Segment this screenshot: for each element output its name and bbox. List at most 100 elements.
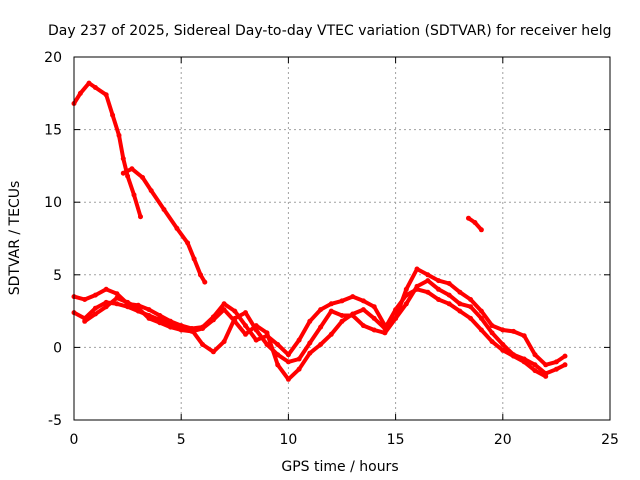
data-point <box>414 286 420 292</box>
data-point <box>221 307 227 313</box>
data-point <box>221 339 227 345</box>
plot-frame <box>73 56 611 421</box>
data-point <box>382 330 388 336</box>
data-point <box>553 359 559 365</box>
data-point <box>500 347 506 353</box>
data-point <box>296 356 302 362</box>
data-point <box>339 318 345 324</box>
data-point <box>125 173 131 179</box>
data-point <box>521 333 527 339</box>
data-point <box>116 132 122 138</box>
data-point <box>425 272 431 278</box>
y-axis-label: SDTVAR / TECUs <box>7 181 23 296</box>
data-point <box>436 278 441 284</box>
data-point <box>350 311 356 317</box>
data-point <box>371 315 377 321</box>
data-point <box>393 307 399 313</box>
data-point <box>403 292 409 298</box>
data-point <box>521 359 527 365</box>
data-point <box>86 80 92 86</box>
data-point <box>466 215 471 221</box>
data-point <box>285 376 291 382</box>
data-point <box>382 326 388 331</box>
data-point <box>478 327 484 333</box>
data-point <box>200 342 206 347</box>
y-tick-label: 0 <box>53 340 62 356</box>
data-point <box>110 112 116 118</box>
data-point <box>360 323 366 329</box>
data-point <box>425 278 431 284</box>
x-tick-label: 15 <box>387 432 405 448</box>
data-point <box>511 353 516 359</box>
data-point <box>446 301 452 307</box>
data-point <box>532 368 538 374</box>
data-point <box>296 337 302 343</box>
data-point <box>189 328 195 334</box>
data-point <box>489 330 495 336</box>
data-point <box>532 362 538 368</box>
data-point <box>425 289 431 295</box>
data-point <box>360 298 366 304</box>
x-tick-label: 5 <box>177 432 186 448</box>
data-point <box>328 308 334 314</box>
data-point <box>457 308 463 314</box>
data-point <box>103 304 109 310</box>
data-point <box>135 305 141 311</box>
data-point <box>138 214 143 220</box>
data-point <box>140 175 146 180</box>
data-point <box>543 362 549 368</box>
data-point <box>114 295 120 301</box>
y-tick-label: 10 <box>44 195 62 211</box>
data-point <box>285 352 291 358</box>
y-tick-label: -5 <box>48 413 62 429</box>
data-point <box>307 350 313 356</box>
data-point <box>318 342 324 347</box>
data-point <box>125 299 131 305</box>
data-point <box>339 298 345 304</box>
data-point <box>468 297 474 302</box>
data-point <box>92 311 98 317</box>
data-point <box>500 327 506 333</box>
data-point <box>125 304 131 310</box>
data-point <box>436 297 441 302</box>
y-tick-label: 15 <box>44 123 62 139</box>
data-point <box>318 324 324 330</box>
data-point <box>489 339 495 345</box>
data-point <box>129 166 135 172</box>
data-point <box>436 286 441 292</box>
data-point <box>532 352 538 358</box>
data-point <box>489 323 495 329</box>
data-point <box>457 301 463 307</box>
series-line-1 <box>72 81 143 219</box>
x-tick-label: 25 <box>601 432 619 448</box>
data-point <box>393 315 399 321</box>
data-point <box>328 301 334 307</box>
data-point <box>92 85 98 90</box>
data-point <box>77 90 83 96</box>
data-point <box>543 373 549 379</box>
data-point <box>161 207 167 212</box>
data-point <box>232 308 238 314</box>
data-point <box>168 324 173 330</box>
data-point <box>414 266 420 272</box>
data-point <box>360 307 366 313</box>
data-point <box>148 188 154 194</box>
data-point <box>210 317 216 323</box>
data-point <box>562 353 568 359</box>
data-point <box>472 220 478 225</box>
chart-title: Day 237 of 2025, Sidereal Day-to-day VTE… <box>48 23 611 39</box>
axis-ticks: 0 5 10 15 20 25 -5 0 5 10 15 20 <box>44 50 619 448</box>
data-point <box>457 289 463 295</box>
data-point <box>478 227 484 233</box>
data-point <box>296 366 302 372</box>
data-point <box>243 331 248 337</box>
data-point <box>146 307 152 313</box>
data-point <box>275 362 281 368</box>
series-layer <box>71 80 568 382</box>
data-point <box>120 156 126 162</box>
data-point <box>446 281 452 286</box>
data-point <box>157 313 163 318</box>
data-point <box>103 286 109 292</box>
data-point <box>264 330 270 336</box>
data-point <box>174 225 180 231</box>
